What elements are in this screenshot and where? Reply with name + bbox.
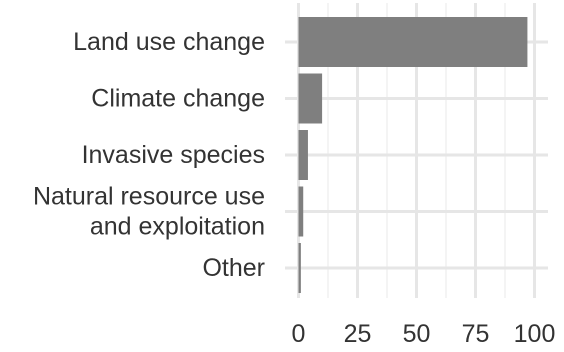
category-labels: Land use change Climate change Invasive sp… [33, 28, 265, 282]
category-label: Other [202, 254, 265, 282]
bar [298, 17, 528, 67]
x-tick-label: 75 [462, 320, 490, 348]
bar-layer [298, 17, 528, 293]
x-tick-label: 25 [344, 320, 372, 348]
bar [298, 73, 323, 124]
category-label: Natural resource use [33, 183, 265, 211]
category-label: Land use change [73, 28, 265, 56]
x-tick-label: 50 [403, 320, 431, 348]
bar [298, 243, 301, 293]
x-tick-labels: 0 25 50 75 100 [292, 320, 556, 348]
x-tick-label: 0 [292, 320, 306, 348]
bar [298, 130, 308, 180]
x-tick-label: 100 [514, 320, 556, 348]
bar [298, 186, 304, 237]
category-label: Invasive species [82, 141, 265, 169]
category-label: Climate change [91, 85, 265, 113]
category-label: and exploitation [90, 213, 265, 241]
